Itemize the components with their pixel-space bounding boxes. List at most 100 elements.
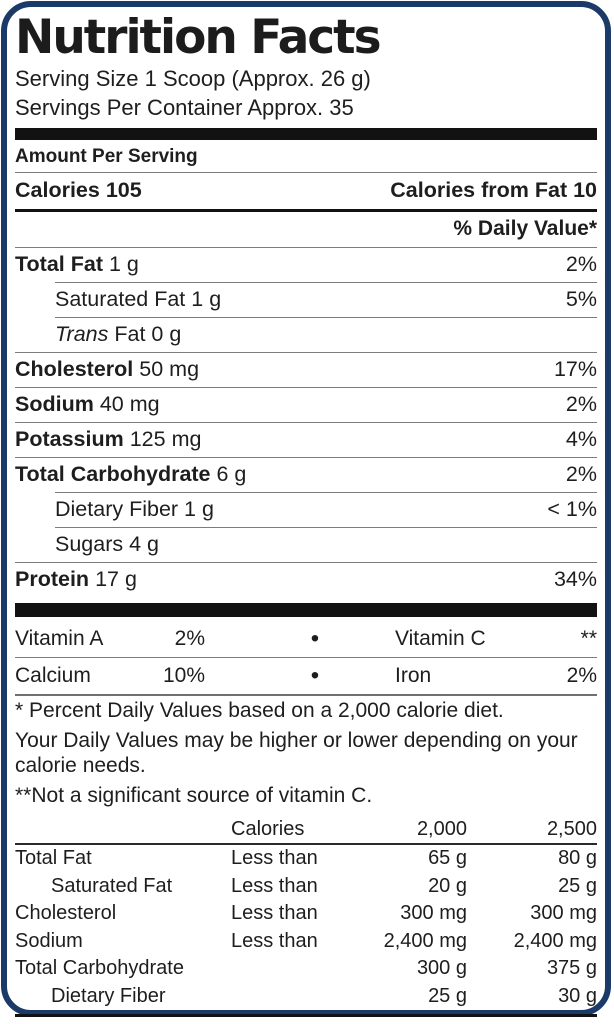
calories-per-gram-row: Calories Per Gram: Fat 9 Carbohydrate 4 … [15,1017,597,1024]
daily-value-header: % Daily Value* [453,216,597,240]
vitamin-row-calcium-iron: Calcium 10% • Iron 2% [15,658,597,694]
divider [15,693,597,696]
divider [55,281,597,283]
divider [55,316,597,318]
daily-value: 5% [565,287,597,312]
divider [15,656,597,658]
table-cell-qualifier: Less than [231,847,318,870]
divider [15,843,597,846]
table-cell-qualifier: Less than [231,874,318,897]
calories-per-gram-carbohydrate: Carbohydrate 4 [307,1021,448,1024]
table-cell-qualifier: Less than [231,902,318,925]
table-cell-2000: 300 mg [400,902,467,925]
table-row-sodium: Sodium Less than 2,400 mg 2,400 mg [15,928,597,956]
header-spacer [15,816,231,844]
divider [15,561,597,563]
table-cell-qualifier [231,955,343,983]
daily-value: < 1% [547,497,597,522]
nutrient-name: Cholesterol [15,357,134,382]
servings-per-container-text: Servings Per Container Approx. 35 [15,94,354,120]
vitamin-value: 2% [174,626,205,650]
nutrient-row-total-carbohydrate: Total Carbohydrate 6 g 2% [15,458,597,492]
reference-table: Calories 2,000 2,500 Total Fat Less than… [15,816,597,1011]
table-cell-2000: 2,400 mg [383,929,467,952]
vitamin-value: ** [580,626,597,650]
calories-from-fat-value: Calories from Fat 10 [390,177,597,202]
vitamin-value: 2% [566,663,597,687]
table-cell-2500: 80 g [558,847,597,870]
divider [15,456,597,458]
daily-value: 4% [565,427,597,452]
nutrient-name: Fat [114,322,146,347]
daily-value: 2% [565,462,597,487]
table-cell-qualifier: Less than [231,929,318,952]
table-row-cholesterol: Cholesterol Less than 300 mg 300 mg [15,900,597,928]
amount-per-serving-heading: Amount Per Serving [15,145,198,167]
daily-value: 2% [565,252,597,277]
divider [15,1014,597,1018]
nutrient-row-cholesterol: Cholesterol 50 mg 17% [15,353,597,387]
table-cell-2000: 25 g [428,984,467,1007]
table-cell-2000: 300 g [416,957,467,980]
nutrient-amount: 40 mg [99,392,160,417]
nutrient-name: Protein [15,567,90,592]
table-row-total-fat: Total Fat Less than 65 g 80 g [15,845,597,873]
thick-divider-bar [15,127,597,140]
nutrient-row-trans-fat: Trans Fat 0 g [15,318,597,352]
nutrient-amount: 4 g [129,532,159,557]
divider [15,351,597,353]
vitamin-name: Calcium [15,663,91,687]
footnote-percent-daily-values: * Percent Daily Values based on a 2,000 … [15,698,504,722]
table-cell-name: Saturated Fat [51,874,173,897]
nutrient-row-total-fat: Total Fat 1 g 2% [15,248,597,282]
divider [15,386,597,388]
calories-row: Calories 105 Calories from Fat 10 [15,173,597,209]
daily-value: 2% [565,392,597,417]
divider [15,421,597,423]
nutrient-row-sodium: Sodium 40 mg 2% [15,388,597,422]
nutrient-amount: 125 mg [129,427,202,452]
calories-value: Calories 105 [15,177,142,202]
column-header-2500: 2,500 [546,817,597,840]
table-cell-name: Cholesterol [15,902,117,925]
nutrient-amount: 1 g [191,287,222,312]
nutrient-name: Sodium [15,392,94,417]
nutrient-amount: 17 g [95,567,137,592]
nutrient-name: Potassium [15,427,124,452]
column-header-calories: Calories [231,817,305,840]
page-title: Nutrition Facts [15,10,382,65]
nutrient-amount: 50 mg [139,357,200,382]
vitamin-name: Iron [395,663,432,687]
nutrient-row-saturated-fat: Saturated Fat 1 g 5% [15,283,597,317]
nutrient-row-dietary-fiber: Dietary Fiber 1 g < 1% [15,493,597,527]
nutrient-name: Saturated Fat [55,287,186,312]
table-cell-name: Total Carbohydrate [15,957,184,980]
table-cell-name: Total Fat [15,847,92,870]
nutrient-name: Sugars [55,532,124,557]
nutrient-amount: 1 g [108,252,139,277]
nutrient-amount: 1 g [184,497,214,522]
table-header-row: Calories 2,000 2,500 [15,816,597,844]
table-cell-2500: 300 mg [530,902,597,925]
nutrient-name-italic: Trans [55,322,109,347]
vitamin-name: Vitamin C [395,626,486,650]
serving-size-text: Serving Size 1 Scoop (Approx. 26 g) [15,65,371,91]
bullet-separator: • [310,624,320,652]
nutrient-row-protein: Protein 17 g 34% [15,563,597,597]
calories-per-gram-protein: Protein 4 [513,1021,595,1024]
daily-value: 34% [553,567,597,592]
vitamin-name: Vitamin A [15,626,104,650]
thick-divider-bar [15,602,597,617]
table-row-saturated-fat: Saturated Fat Less than 20 g 25 g [15,873,597,901]
footnote-daily-values-vary: Your Daily Values may be higher or lower… [15,728,578,777]
table-cell-2500: 30 g [558,984,597,1007]
vitamin-value: 10% [162,663,205,687]
calories-per-gram-fat: Calories Per Gram: Fat 9 [15,1021,243,1024]
table-row-dietary-fiber: Dietary Fiber 25 g 30 g [15,983,597,1011]
table-row-total-carbohydrate: Total Carbohydrate 300 g 375 g [15,955,597,983]
nutrient-row-potassium: Potassium 125 mg 4% [15,423,597,457]
nutrient-amount: 0 g [151,322,182,347]
daily-value: 17% [553,357,597,382]
table-cell-2000: 20 g [428,874,467,897]
